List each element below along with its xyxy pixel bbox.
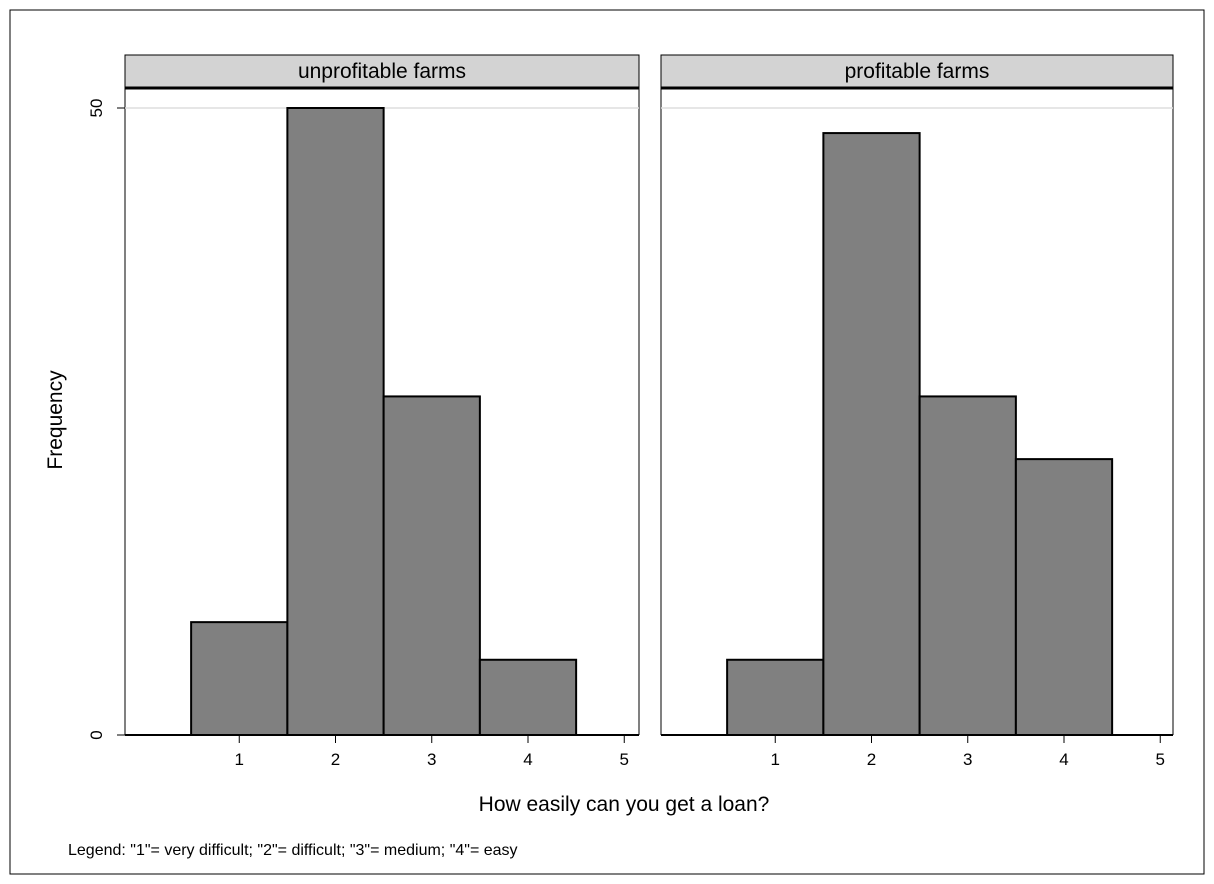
histogram-bar <box>918 395 1017 736</box>
panel-title: unprofitable farms <box>298 60 466 83</box>
histogram-bar <box>286 107 385 736</box>
x-axis-title: How easily can you get a loan? <box>479 793 770 816</box>
panels-group: unprofitable farms 1 2 3 4 5 profitable farms 1… <box>87 54 1174 769</box>
y-axis-title: Frequency <box>44 370 67 470</box>
histogram-bar <box>190 621 289 737</box>
panel-title: profitable farms <box>845 60 990 83</box>
x-tick-label: 2 <box>331 750 340 769</box>
legend-note: Legend: "1"= very difficult; "2"= diffic… <box>68 842 518 859</box>
histogram-bar <box>726 658 825 737</box>
histogram-bar <box>478 658 578 737</box>
x-tick-label: 1 <box>235 750 244 769</box>
x-tick-label: 4 <box>1059 750 1068 769</box>
x-tick-label: 5 <box>620 750 629 769</box>
histogram-bar <box>382 395 481 736</box>
histogram-bar <box>1014 458 1114 736</box>
x-tick-label: 2 <box>867 750 876 769</box>
x-tick-label: 5 <box>1156 750 1165 769</box>
x-tick-label: 3 <box>427 750 436 769</box>
x-tick-label: 4 <box>523 750 532 769</box>
panel-header <box>660 54 1174 89</box>
x-tick-label: 1 <box>771 750 780 769</box>
panel-header <box>124 54 640 89</box>
y-tick-label: 50 <box>87 99 106 118</box>
histogram-bar <box>822 132 921 736</box>
figure-border <box>9 9 1205 875</box>
y-tick-label: 0 <box>87 730 106 739</box>
x-tick-label: 3 <box>963 750 972 769</box>
